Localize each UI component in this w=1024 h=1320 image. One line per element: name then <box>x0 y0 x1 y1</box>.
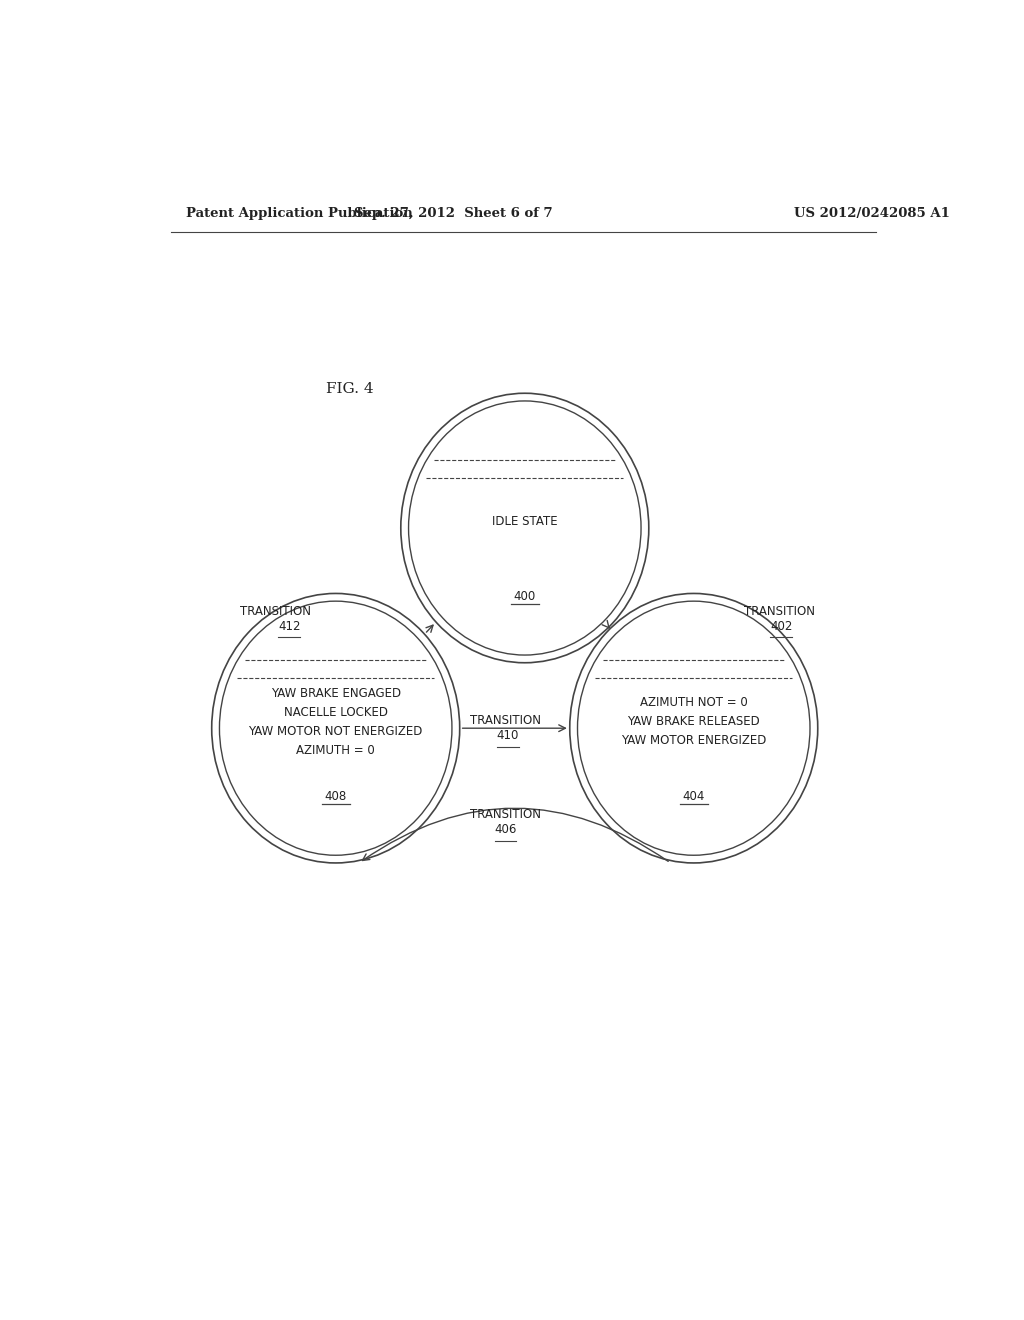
Text: US 2012/0242085 A1: US 2012/0242085 A1 <box>795 207 950 220</box>
Text: TRANSITION: TRANSITION <box>470 808 541 821</box>
Text: Patent Application Publication: Patent Application Publication <box>186 207 413 220</box>
Ellipse shape <box>212 594 460 863</box>
Text: FIG. 4: FIG. 4 <box>326 383 374 396</box>
FancyArrowPatch shape <box>362 808 669 862</box>
Text: TRANSITION: TRANSITION <box>240 605 310 618</box>
Text: 402: 402 <box>770 620 793 634</box>
Text: 400: 400 <box>514 590 536 602</box>
Text: TRANSITION: TRANSITION <box>743 605 814 618</box>
Text: 410: 410 <box>497 730 519 742</box>
Ellipse shape <box>400 393 649 663</box>
Text: 404: 404 <box>683 789 705 803</box>
Ellipse shape <box>569 594 818 863</box>
Text: YAW BRAKE ENGAGED
NACELLE LOCKED
YAW MOTOR NOT ENERGIZED
AZIMUTH = 0: YAW BRAKE ENGAGED NACELLE LOCKED YAW MOT… <box>249 686 423 756</box>
Text: TRANSITION: TRANSITION <box>470 714 541 727</box>
Ellipse shape <box>219 601 452 855</box>
Text: 406: 406 <box>495 824 517 837</box>
Ellipse shape <box>409 401 641 655</box>
Text: 408: 408 <box>325 789 347 803</box>
Ellipse shape <box>578 601 810 855</box>
Text: IDLE STATE: IDLE STATE <box>492 515 558 528</box>
Text: Sep. 27, 2012  Sheet 6 of 7: Sep. 27, 2012 Sheet 6 of 7 <box>354 207 553 220</box>
Text: 412: 412 <box>278 620 300 634</box>
Text: AZIMUTH NOT = 0
YAW BRAKE RELEASED
YAW MOTOR ENERGIZED: AZIMUTH NOT = 0 YAW BRAKE RELEASED YAW M… <box>622 696 766 747</box>
